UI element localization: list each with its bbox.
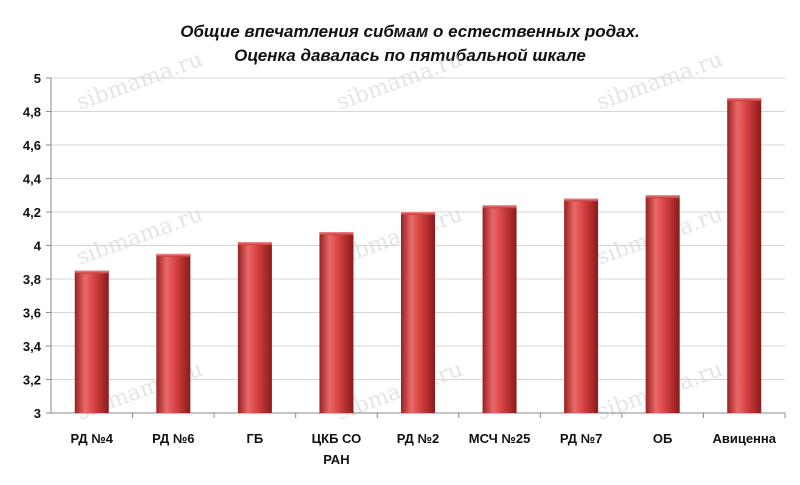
bar-body bbox=[645, 195, 680, 413]
bar-body bbox=[727, 98, 762, 413]
y-tick-label: 4,4 bbox=[23, 172, 42, 187]
bar-cap bbox=[401, 212, 435, 215]
bar-cap bbox=[645, 195, 680, 199]
bar-cap bbox=[74, 270, 109, 274]
bar bbox=[237, 242, 272, 413]
bar bbox=[74, 270, 109, 413]
watermark-text: sibmama.ru bbox=[594, 47, 727, 116]
bar bbox=[727, 98, 762, 413]
bar-cap bbox=[727, 98, 762, 102]
x-category-label: Авиценна bbox=[712, 431, 776, 446]
y-tick-label: 4,6 bbox=[23, 138, 41, 153]
x-category-label: РАН bbox=[323, 452, 349, 467]
bar-cap bbox=[319, 232, 354, 236]
y-tick-label: 4 bbox=[34, 239, 42, 254]
watermark-text: sibmama.ru bbox=[334, 47, 467, 116]
bar bbox=[482, 205, 517, 413]
bar-body bbox=[74, 270, 109, 413]
y-tick-label: 3,2 bbox=[23, 373, 41, 388]
watermark-text: sibmama.ru bbox=[74, 47, 207, 116]
bar-cap bbox=[237, 242, 272, 246]
x-category-label: ОБ bbox=[653, 431, 672, 446]
bar-body bbox=[319, 232, 354, 413]
bar-body bbox=[237, 242, 272, 413]
y-tick-label: 3,6 bbox=[23, 306, 41, 321]
labels: 3 3,2 3,4 3,6 3,8 4 4,2 4,4 4,6 4,8 5 РД №4 РД №6 ГБ Ц… bbox=[23, 71, 777, 467]
y-tick-label: 4,8 bbox=[23, 105, 41, 120]
x-category-label: РД №6 bbox=[152, 431, 194, 446]
x-category-label: МСЧ №25 bbox=[469, 431, 531, 446]
bars bbox=[74, 98, 762, 413]
x-category-label: РД №7 bbox=[560, 431, 602, 446]
x-category-label: РД №2 bbox=[397, 431, 439, 446]
bar bbox=[564, 198, 599, 413]
x-category-label: РД №4 bbox=[71, 431, 114, 446]
bar bbox=[401, 212, 435, 413]
bar bbox=[319, 232, 354, 413]
bar bbox=[156, 253, 191, 413]
chart-title-line-2: Оценка давалась по пятибальной шкале bbox=[234, 46, 586, 65]
y-tick-label: 4,2 bbox=[23, 205, 41, 220]
x-category-label: ЦКБ СО bbox=[312, 431, 362, 446]
x-category-label: ГБ bbox=[247, 431, 264, 446]
y-tick-label: 3 bbox=[34, 406, 41, 421]
bar-body bbox=[156, 253, 191, 413]
y-tick-label: 3,8 bbox=[23, 272, 41, 287]
chart-title-line-1: Общие впечатления сибмам о естественных … bbox=[180, 22, 640, 41]
bar bbox=[645, 195, 680, 413]
bar-cap bbox=[564, 198, 599, 202]
bar-body bbox=[401, 212, 435, 413]
y-tick-label: 5 bbox=[34, 71, 41, 86]
y-tick-label: 3,4 bbox=[23, 339, 42, 354]
bar-cap bbox=[482, 205, 517, 209]
bar-body bbox=[482, 205, 517, 413]
bar-body bbox=[564, 198, 599, 413]
bar-cap bbox=[156, 253, 191, 257]
